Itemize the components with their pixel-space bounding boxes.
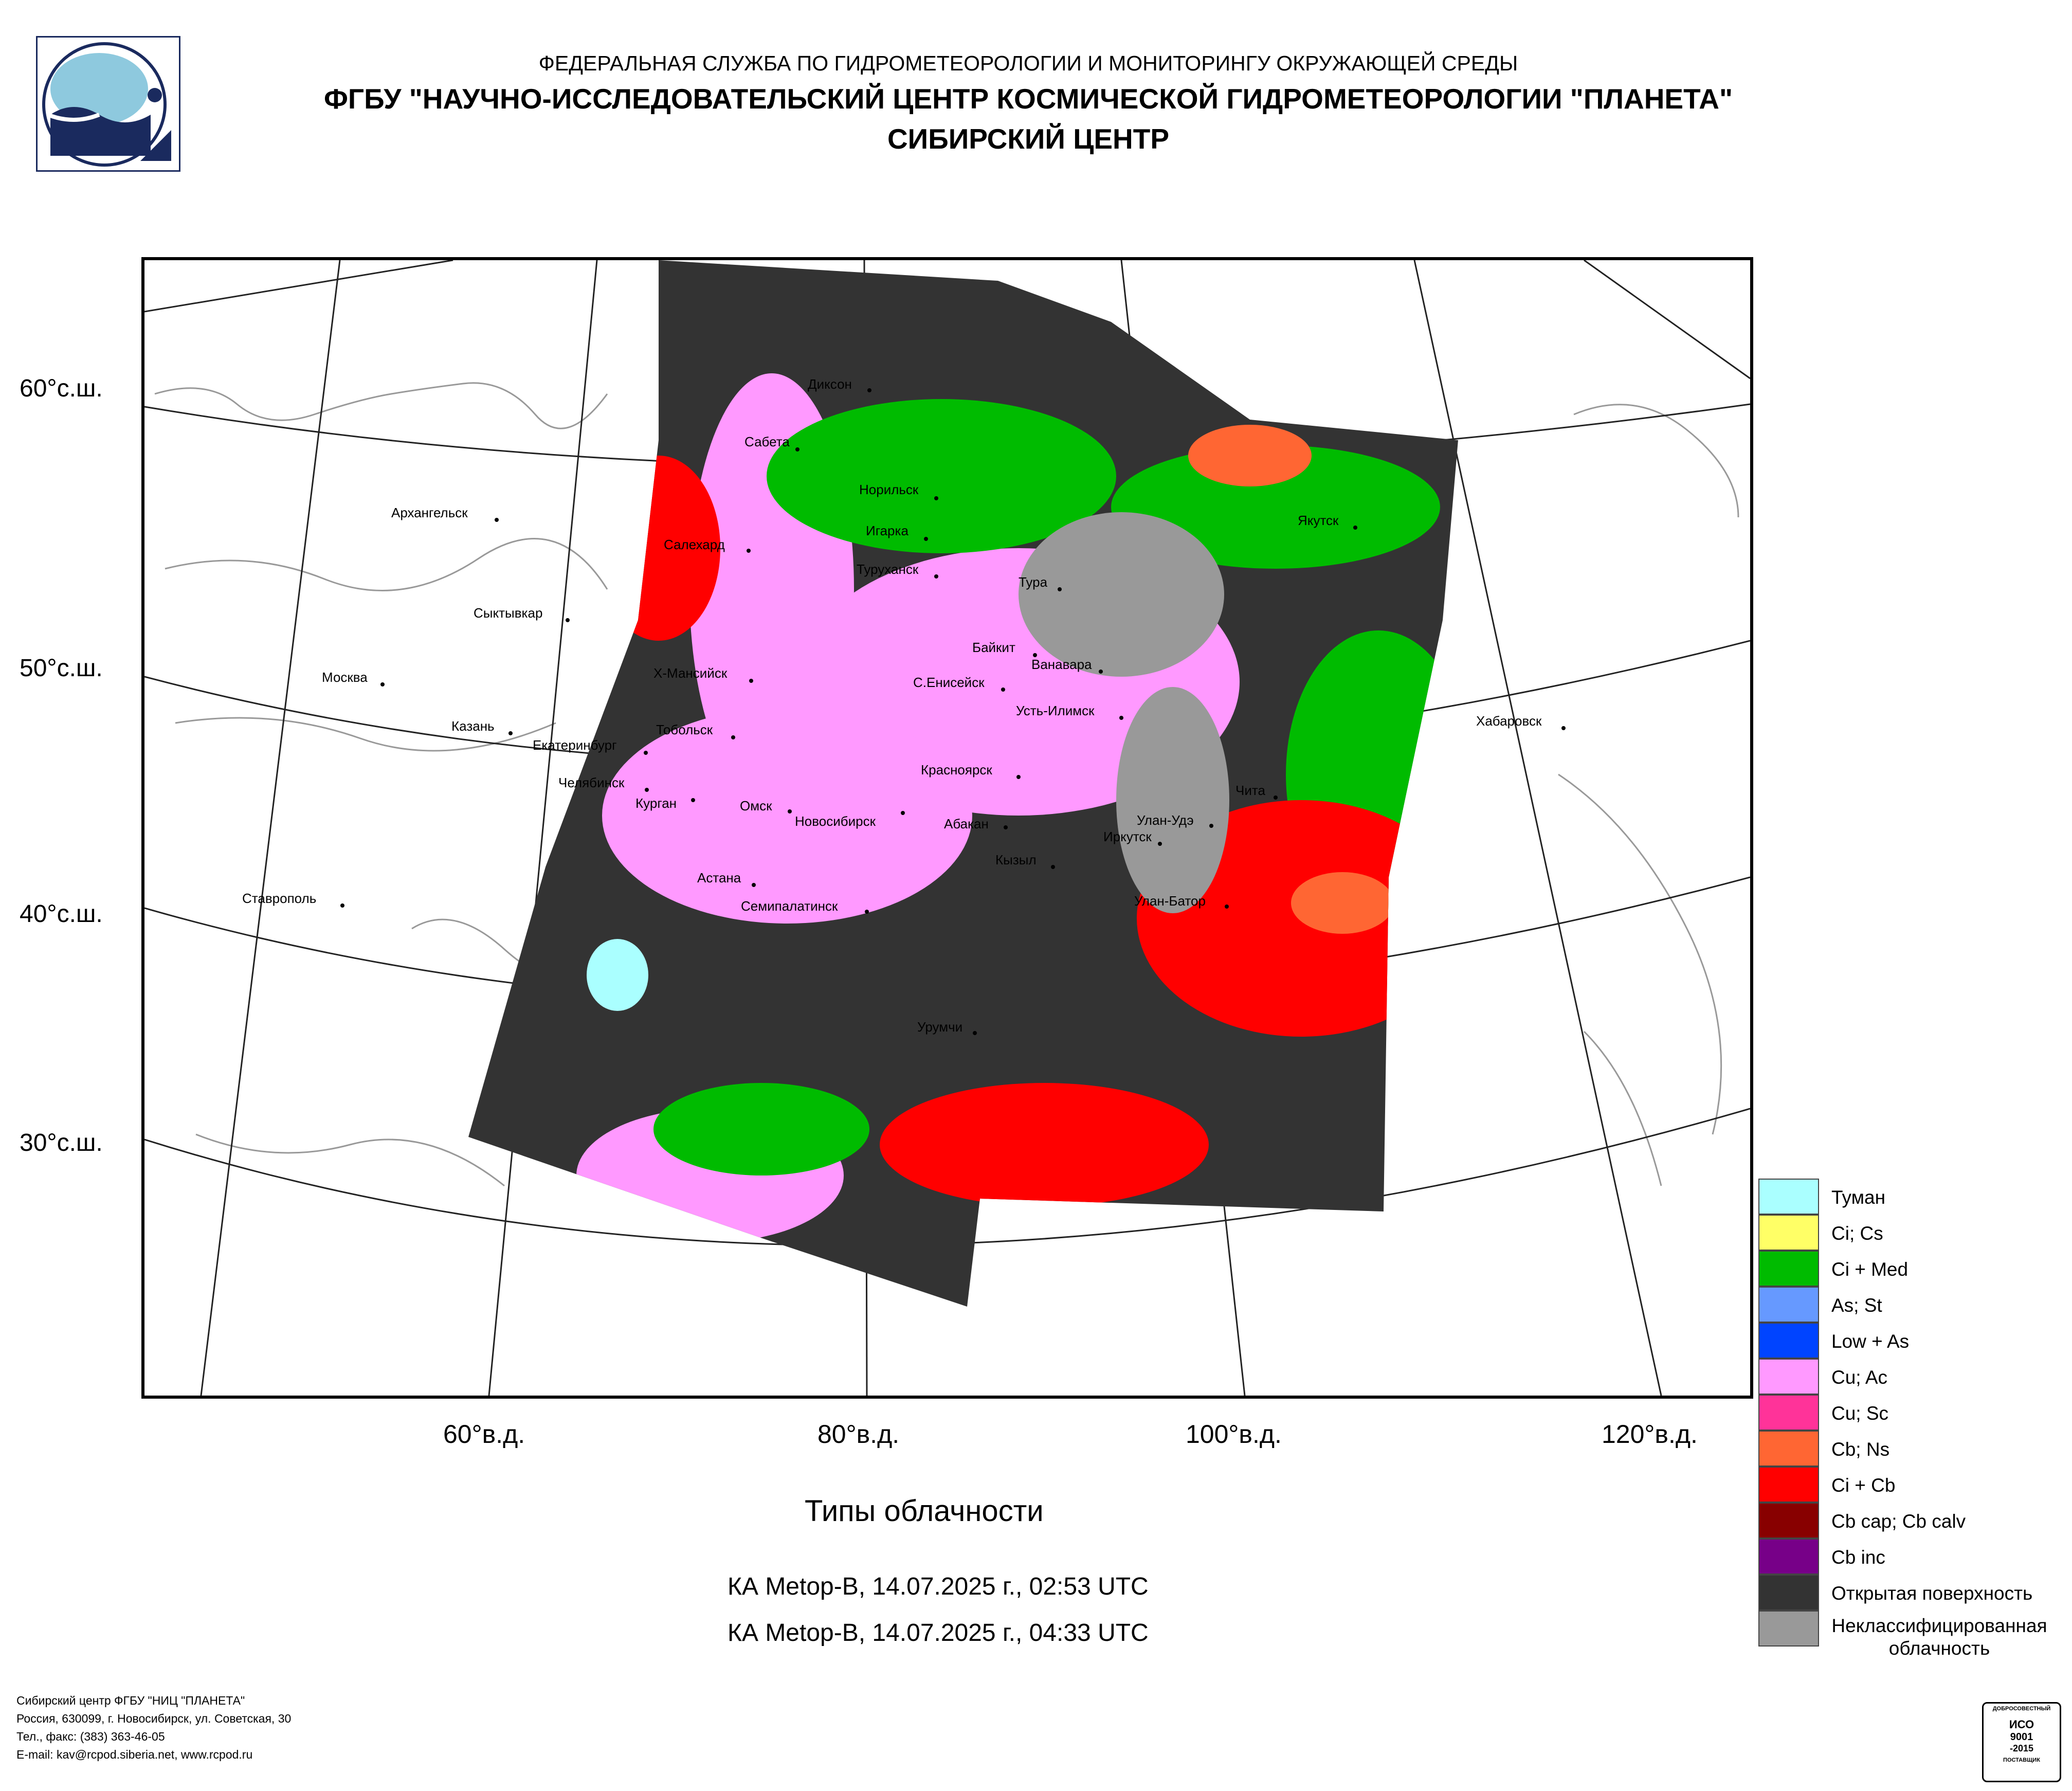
legend-label: Туман: [1831, 1187, 1886, 1208]
legend-label: Ci; Cs: [1831, 1223, 1883, 1244]
city-label: Абакан: [944, 816, 989, 831]
iso-mid1: ИСО: [2009, 1718, 2034, 1731]
lon-label-120: 120°в.д.: [1602, 1420, 1698, 1449]
city-label: Игарка: [866, 523, 908, 538]
city-label: Х-Мансийск: [653, 665, 728, 681]
iso-top: ДОБРОСОВЕСТНЫЙ: [1992, 1706, 2051, 1712]
city-label: Астана: [697, 870, 741, 885]
legend-swatch: [1758, 1287, 1819, 1323]
city-label: Урумчи: [917, 1019, 962, 1035]
city-label: Байкит: [972, 640, 1015, 655]
city-label: Челябинск: [558, 775, 625, 790]
city-label: Казань: [451, 718, 495, 734]
city-label: Ванавара: [1031, 657, 1092, 672]
legend-label: Cu; Sc: [1831, 1403, 1889, 1424]
legend-swatch: [1758, 1575, 1819, 1611]
legend-swatch: [1758, 1431, 1819, 1467]
lat-label-60: 60°с.ш.: [20, 375, 103, 402]
city-label: Норильск: [859, 482, 919, 497]
satellite-pass-2: КА Metop-B, 14.07.2025 г., 04:33 UTC: [728, 1619, 1149, 1647]
footer-address: Россия, 630099, г. Новосибирск, ул. Сове…: [16, 1712, 292, 1725]
city-label: Екатеринбург: [533, 737, 617, 753]
city-label: Ставрополь: [242, 891, 316, 906]
cloud-type-map: Диксон Сабета Норильск Архангельск Игарк…: [141, 257, 1753, 1399]
lat-label-40: 40°с.ш.: [20, 900, 103, 928]
city-label: Сыктывкар: [474, 605, 542, 621]
legend-swatch: [1758, 1251, 1819, 1287]
footer-email: E-mail: kav@rcpod.siberia.net, www.rcpod…: [16, 1748, 253, 1761]
footer-phone: Тел., факс: (383) 363-46-05: [16, 1730, 165, 1743]
legend-label: Cb inc: [1831, 1547, 1885, 1568]
lon-label-100: 100°в.д.: [1186, 1420, 1282, 1449]
legend-swatch: [1758, 1215, 1819, 1251]
legend-label: Открытая поверхность: [1831, 1583, 2033, 1604]
planeta-logo: [36, 36, 180, 172]
city-label: Улан-Удэ: [1137, 812, 1194, 828]
iso-mid2: 9001: [2010, 1731, 2033, 1743]
legend-label: Cb cap; Cb calv: [1831, 1511, 1966, 1532]
iso-bottom: ПОСТАВЩИК: [2003, 1757, 2040, 1763]
city-label: Усть-Илимск: [1016, 703, 1095, 718]
legend-label: Ci + Cb: [1831, 1475, 1896, 1496]
city-label: Курган: [635, 795, 677, 811]
city-label: Якутск: [1298, 513, 1339, 528]
legend-swatch: [1758, 1467, 1819, 1503]
header-agency: ФЕДЕРАЛЬНАЯ СЛУЖБА ПО ГИДРОМЕТЕОРОЛОГИИ …: [538, 51, 1518, 75]
city-label: Улан-Батор: [1134, 893, 1206, 909]
legend-swatch: [1758, 1503, 1819, 1539]
iso-mid3: -2015: [2009, 1743, 2034, 1753]
legend-label: Ci + Med: [1831, 1259, 1909, 1280]
city-label: Туруханск: [857, 562, 919, 577]
city-label: Кызыл: [995, 852, 1037, 867]
satellite-pass-1: КА Metop-B, 14.07.2025 г., 02:53 UTC: [728, 1573, 1149, 1600]
city-label: Красноярск: [921, 762, 992, 777]
lon-label-80: 80°в.д.: [817, 1420, 900, 1449]
legend-label: Неклассифицированная облачность: [1831, 1615, 2047, 1659]
iso-badge: ДОБРОСОВЕСТНЫЙ ИСО 9001 -2015 ПОСТАВЩИК: [1982, 1702, 2061, 1782]
city-label: Хабаровск: [1476, 713, 1542, 729]
city-label: Семипалатинск: [741, 898, 838, 914]
city-label: Чита: [1235, 783, 1265, 798]
legend-swatch: [1758, 1395, 1819, 1431]
city-label: Диксон: [808, 376, 852, 392]
city-label: С.Енисейск: [913, 675, 985, 690]
city-label: Сабета: [744, 434, 790, 449]
legend-label: Cu; Ac: [1831, 1367, 1887, 1388]
lat-label-50: 50°с.ш.: [20, 655, 103, 682]
header-institute: ФГБУ "НАУЧНО-ИССЛЕДОВАТЕЛЬСКИЙ ЦЕНТР КОС…: [323, 83, 1733, 115]
legend-swatch: [1758, 1359, 1819, 1395]
lat-label-30: 30°с.ш.: [20, 1129, 103, 1156]
legend-swatch: [1758, 1179, 1819, 1215]
legend-label: Low + As: [1831, 1331, 1910, 1352]
map-title: Типы облачности: [805, 1494, 1044, 1528]
city-label: Москва: [322, 670, 368, 685]
city-label: Архангельск: [391, 505, 468, 520]
city-label: Иркутск: [1103, 829, 1152, 844]
footer-org: Сибирский центр ФГБУ "НИЦ "ПЛАНЕТА": [16, 1694, 245, 1707]
legend-swatch: [1758, 1611, 1819, 1647]
legend-swatch: [1758, 1539, 1819, 1575]
city-label: Новосибирск: [795, 813, 876, 829]
legend-label: As; St: [1831, 1295, 1882, 1316]
city-labels: Диксон Сабета Норильск Архангельск Игарк…: [242, 376, 1566, 1035]
lon-label-60: 60°в.д.: [443, 1420, 525, 1449]
legend-swatch: [1758, 1323, 1819, 1359]
legend-label: Cb; Ns: [1831, 1439, 1890, 1460]
city-label: Омск: [740, 798, 772, 813]
footer-contacts: Сибирский центр ФГБУ "НИЦ "ПЛАНЕТА" Росс…: [16, 1692, 291, 1764]
city-label: Салехард: [664, 537, 725, 552]
city-label: Тобольск: [656, 722, 713, 737]
header-center: СИБИРСКИЙ ЦЕНТР: [887, 123, 1170, 155]
city-label: Тура: [1019, 574, 1048, 590]
